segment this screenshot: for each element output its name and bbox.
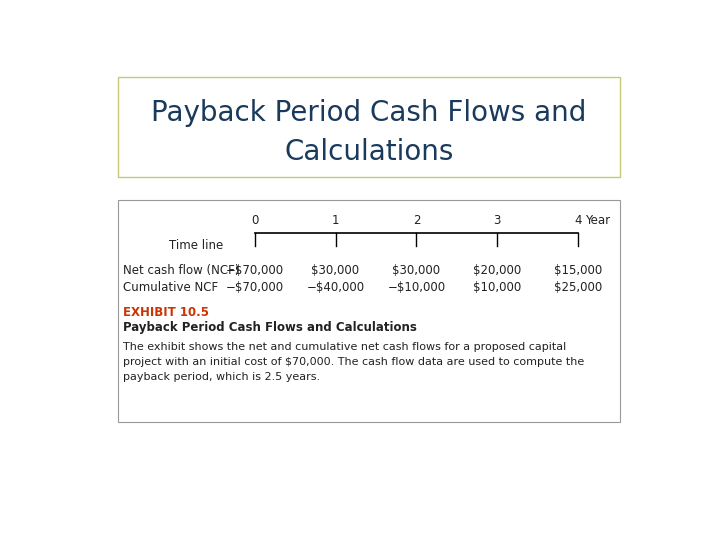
Text: Cumulative NCF: Cumulative NCF — [124, 281, 219, 294]
Text: Payback Period Cash Flows and: Payback Period Cash Flows and — [151, 99, 587, 126]
Text: EXHIBIT 10.5: EXHIBIT 10.5 — [124, 306, 210, 319]
Text: 0: 0 — [251, 214, 258, 227]
Text: $15,000: $15,000 — [554, 264, 603, 277]
Text: Year: Year — [585, 214, 610, 227]
Text: 3: 3 — [494, 214, 501, 227]
Text: Payback Period Cash Flows and Calculations: Payback Period Cash Flows and Calculatio… — [124, 321, 418, 334]
Text: $30,000: $30,000 — [312, 264, 359, 277]
Text: −$70,000: −$70,000 — [225, 281, 284, 294]
Text: $10,000: $10,000 — [473, 281, 521, 294]
Text: Calculations: Calculations — [284, 138, 454, 166]
Text: −$10,000: −$10,000 — [387, 281, 446, 294]
Text: Net cash flow (NCF): Net cash flow (NCF) — [124, 264, 240, 277]
Text: 2: 2 — [413, 214, 420, 227]
FancyBboxPatch shape — [118, 77, 620, 177]
Text: The exhibit shows the net and cumulative net cash flows for a proposed capital
p: The exhibit shows the net and cumulative… — [124, 342, 585, 382]
Text: $30,000: $30,000 — [392, 264, 441, 277]
Text: Time line: Time line — [169, 239, 223, 252]
Text: −$70,000: −$70,000 — [225, 264, 284, 277]
Text: $20,000: $20,000 — [473, 264, 521, 277]
Text: $25,000: $25,000 — [554, 281, 603, 294]
FancyBboxPatch shape — [118, 200, 620, 422]
Text: −$40,000: −$40,000 — [307, 281, 364, 294]
Text: 1: 1 — [332, 214, 339, 227]
Text: 4: 4 — [575, 214, 582, 227]
